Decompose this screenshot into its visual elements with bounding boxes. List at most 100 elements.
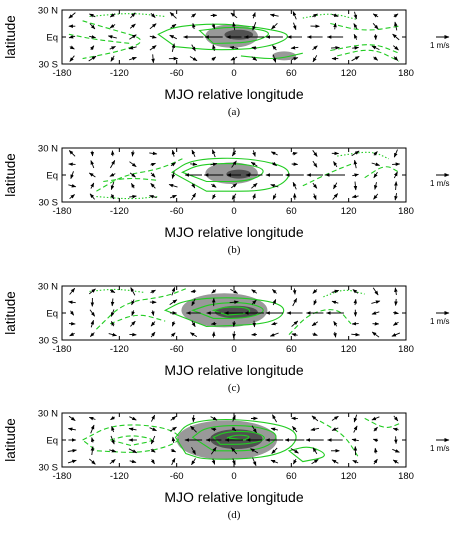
wind-vector [271,447,278,454]
wind-vector [373,56,379,61]
contour-line-dashed [96,158,183,192]
wind-vector [351,56,360,62]
wind-vector [333,331,337,338]
y-tick-label: Eq [46,309,58,320]
contour-line-dashed [323,289,365,298]
wind-vector [312,150,318,157]
wind-vector [252,320,256,328]
y-axis-label: latitude [3,153,18,197]
wind-vector [250,448,259,454]
wind-vector [89,193,95,200]
wind-vector [189,56,198,62]
wind-vector [291,57,299,61]
wind-vector [149,427,157,432]
wind-vector [191,183,196,189]
shading-layer [205,162,258,184]
wind-vector [68,35,76,39]
wind-vector [331,415,339,421]
reference-vector-label: 1 m/s [430,444,450,453]
wind-vector [393,310,399,315]
contour-line-dashed [330,44,400,54]
x-tick-label: -180 [52,471,71,482]
wind-vector [353,425,358,433]
wind-vector [110,320,115,327]
wind-vector [270,427,279,432]
wind-vector [150,182,156,189]
wind-vector [110,160,116,169]
wind-vector [89,288,96,295]
wind-vector [131,150,135,157]
wind-vector [312,447,318,455]
wind-vector [373,151,378,156]
x-tick-label: 180 [398,68,414,79]
x-axis-label: MJO relative longitude [164,362,304,378]
wind-vector [333,182,338,190]
x-tick-label: 0 [231,471,236,482]
wind-vector [151,54,155,64]
wind-vector [311,459,319,465]
reference-vector-label: 1 m/s [430,317,450,326]
x-tick-label: -60 [170,68,184,79]
wind-vector [292,426,298,433]
wind-vector [333,161,338,168]
wind-vector [311,321,319,327]
wind-vector [109,448,117,453]
wind-vector [171,286,176,296]
wind-vector [353,23,358,30]
reference-vector-label: 1 m/s [430,41,450,50]
wind-vector [373,458,378,465]
wind-vector [252,193,256,200]
wind-vector [373,426,378,432]
y-tick-label: 30 S [38,60,58,71]
wind-vector [230,56,238,61]
contour-line-solid [287,446,325,463]
wind-vector [191,149,196,157]
wind-vector [150,172,156,178]
wind-vector [232,458,236,466]
wind-vector [69,45,75,50]
wind-vector [333,320,338,327]
wind-vector [110,55,115,62]
wind-vector [150,321,156,327]
x-tick-label: 180 [398,471,414,482]
wind-vector [230,12,238,19]
y-tick-label: 30 N [38,144,58,155]
contour-line-solid [191,425,277,452]
wind-vector [230,447,238,455]
x-tick-label: 60 [286,471,297,482]
wind-vector [128,448,138,454]
x-tick-label: -180 [52,68,71,79]
wind-vector [150,162,156,167]
wind-vector [251,289,258,294]
wind-vector [69,55,75,62]
wind-vector [293,458,297,465]
wind-vector [169,34,178,40]
wind-vector [67,427,76,432]
contour-line-dashed [364,417,400,428]
wind-vector [191,320,196,328]
tick-layer: -180 -120 -60 0 60 120 180 30 N Eq 30 S [38,409,414,483]
contour-line-dashed [302,13,358,21]
wind-vector [352,459,359,464]
wind-vector [171,171,176,179]
wind-vector [331,300,339,305]
wind-vector [272,54,277,63]
contour-line-dashed [82,20,142,60]
x-tick-label: 120 [341,471,357,482]
y-tick-label: 30 S [38,463,58,474]
wind-vector [128,427,137,432]
x-axis-label: MJO relative longitude [164,489,304,505]
wind-vector [68,150,76,157]
wind-vector [393,171,398,179]
wind-vector [171,436,176,443]
contour-line-dashed [337,151,390,160]
wind-vector [252,150,256,157]
wind-vector [89,332,95,337]
wind-vector [312,45,318,51]
wind-vector [353,181,358,191]
wind-vector [394,298,398,306]
wind-vector [129,194,137,199]
wind-vector [292,22,297,31]
wind-vector [272,45,277,51]
